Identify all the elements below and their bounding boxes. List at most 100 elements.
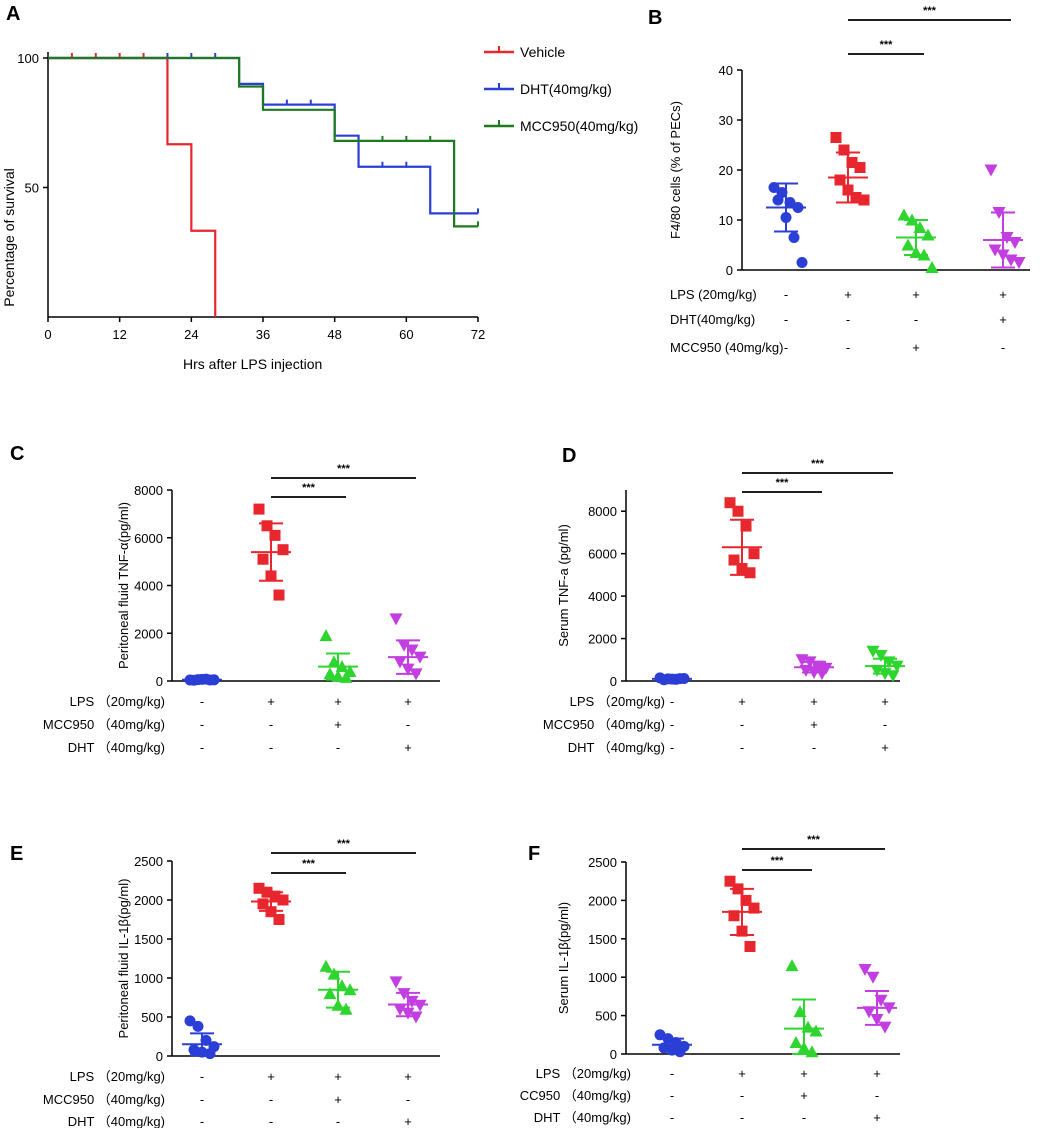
y-tick-label: 6000 <box>134 531 163 546</box>
condition-sign: + <box>404 1114 412 1128</box>
y-tick-label: 1000 <box>588 970 617 985</box>
data-point <box>257 898 269 910</box>
significance-label: *** <box>923 5 937 17</box>
y-tick-label: 0 <box>726 263 733 278</box>
panel-e: E 0 500 1000 1500 2000 2500 Peritoneal fluid I… <box>0 800 520 1128</box>
x-axis-label: Hrs after LPS injection <box>183 356 322 372</box>
condition-sign: + <box>873 1066 881 1081</box>
y-tick-label: 2000 <box>134 626 163 641</box>
condition-sign: - <box>200 1092 204 1107</box>
data-point <box>728 910 740 922</box>
data-point <box>854 162 866 173</box>
condition-label: LPS （20mg/kg) <box>536 1066 631 1081</box>
data-point <box>397 988 411 1001</box>
data-point <box>740 894 752 906</box>
y-tick-label: 50 <box>25 181 39 196</box>
panel-letter-c: C <box>10 443 24 465</box>
data-point <box>772 194 784 206</box>
condition-sign: + <box>800 1066 808 1081</box>
condition-label: LPS (20mg/kg) <box>670 287 757 302</box>
legend-label: MCC950(40mg/kg) <box>520 118 638 134</box>
condition-sign: + <box>738 694 746 709</box>
data-point <box>319 629 333 642</box>
condition-sign: - <box>200 1114 204 1128</box>
survival-line-3 <box>48 56 478 228</box>
panel-a: A 0 12 24 36 48 60 72 50 100 Hrs after LPS inject… <box>0 0 700 380</box>
condition-sign: + <box>844 287 852 302</box>
condition-label: DHT （40mg/kg) <box>68 740 165 755</box>
condition-sign: - <box>846 340 850 355</box>
condition-sign: - <box>740 740 744 755</box>
condition-sign: - <box>802 1110 806 1125</box>
data-point <box>858 964 872 977</box>
data-point <box>339 1002 353 1015</box>
condition-label: DHT(40mg/kg) <box>670 312 755 327</box>
y-tick-label: 2000 <box>588 632 617 647</box>
panel-b: B 0 10 20 30 40 F4/80 cells (% of PECs) *** ***… <box>600 0 1052 380</box>
condition-sign: - <box>269 717 273 732</box>
condition-sign: + <box>810 694 818 709</box>
legend-label: Vehicle <box>520 44 565 60</box>
data-point <box>784 197 796 208</box>
data-point <box>815 668 829 681</box>
y-tick-label: 30 <box>719 113 733 128</box>
data-point <box>862 1006 876 1019</box>
condition-sign: - <box>784 312 788 327</box>
condition-sign: - <box>200 694 204 709</box>
survival-chart: A 0 12 24 36 48 60 72 50 100 Hrs after LPS inject… <box>1 3 638 372</box>
condition-sign: - <box>406 717 410 732</box>
significance-label: *** <box>302 858 316 870</box>
data-point <box>796 257 808 268</box>
data-point <box>809 1024 823 1037</box>
significance-label: *** <box>337 463 351 475</box>
panel-letter-a: A <box>6 3 20 25</box>
x-tick-label: 36 <box>256 327 270 342</box>
data-point <box>850 192 862 203</box>
data-point <box>866 971 880 984</box>
condition-sign: - <box>740 1088 744 1103</box>
y-tick-label: 1500 <box>134 932 163 947</box>
data-point <box>273 589 285 601</box>
condition-label: MCC950 （40mg/kg) <box>43 717 165 732</box>
condition-sign: - <box>784 340 788 355</box>
data-point <box>878 1021 892 1034</box>
significance-label: *** <box>302 482 316 494</box>
data-point <box>277 894 289 906</box>
y-axis-label: Serum IL-1β(pg/ml) <box>556 902 571 1014</box>
f480-chart: B 0 10 20 30 40 F4/80 cells (% of PECs) *** ***… <box>648 5 1030 355</box>
condition-sign: + <box>404 694 412 709</box>
y-tick-label: 40 <box>719 63 733 78</box>
data-point <box>788 232 800 243</box>
condition-label: DHT （40mg/kg) <box>534 1110 631 1125</box>
x-tick-label: 0 <box>44 327 51 342</box>
y-tick-label: 10 <box>719 213 733 228</box>
x-tick-label: 60 <box>399 327 413 342</box>
y-axis-label: Peritoneal fluid IL-1β(pg/ml) <box>116 879 131 1039</box>
condition-sign: + <box>800 1088 808 1103</box>
data-point <box>838 144 850 156</box>
condition-sign: - <box>1001 340 1005 355</box>
data-point <box>257 553 269 565</box>
y-tick-label: 0 <box>156 1049 163 1064</box>
data-point <box>277 544 289 556</box>
data-point <box>724 875 736 887</box>
data-point <box>200 1034 212 1046</box>
condition-sign: - <box>784 287 788 302</box>
condition-sign: - <box>200 717 204 732</box>
data-point <box>748 902 760 914</box>
data-point <box>393 656 407 669</box>
condition-sign: + <box>267 1069 275 1084</box>
data-point <box>184 1015 196 1027</box>
data-point <box>925 261 939 273</box>
data-point <box>830 132 842 143</box>
condition-sign: - <box>670 740 674 755</box>
condition-sign: - <box>269 1092 273 1107</box>
condition-sign: - <box>670 1110 674 1125</box>
condition-sign: - <box>200 1069 204 1084</box>
data-point <box>323 667 337 680</box>
condition-sign: + <box>334 717 342 732</box>
data-point <box>269 529 281 541</box>
panel-letter-b: B <box>648 7 662 29</box>
